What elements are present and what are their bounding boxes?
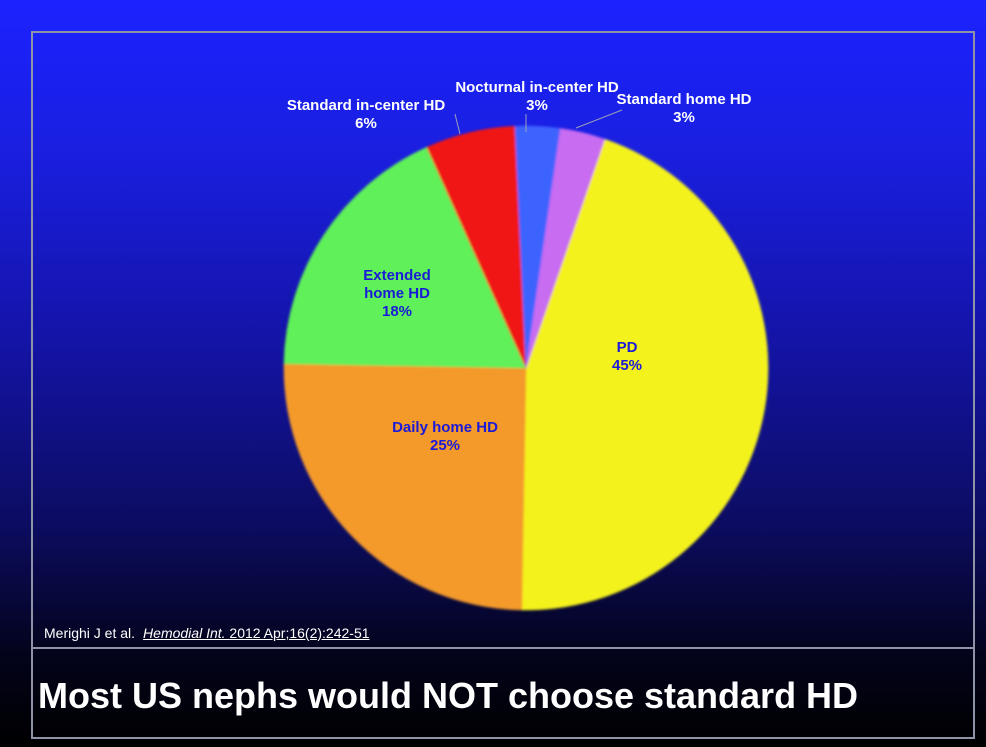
leader-line-standard-home-hd	[575, 109, 623, 129]
slide-frame	[31, 31, 975, 739]
slice-label-standard-home-hd: Standard home HD 3%	[616, 91, 751, 126]
pie-slice-pd	[521, 138, 769, 611]
pie-slice-standard-home-hd	[525, 128, 606, 369]
slide-title: Most US nephs would NOT choose standard …	[38, 675, 859, 716]
citation-reference: 2012 Apr;16(2):242-51	[225, 625, 370, 641]
pie-slice-daily-home-hd	[283, 363, 527, 611]
leader-line-standard-in-center-hd	[454, 113, 461, 135]
citation-authors: Merighi J et al.	[44, 625, 136, 641]
slice-label-extended-home-hd: Extended home HD 18%	[363, 267, 431, 320]
slice-label-standard-in-center-hd: Standard in-center HD 6%	[287, 97, 446, 132]
citation-journal[interactable]: Hemodial Int.	[143, 625, 226, 641]
citation: Merighi J et al. Hemodial Int. 2012 Apr;1…	[44, 625, 370, 641]
slice-label-daily-home-hd: Daily home HD 25%	[392, 419, 498, 454]
slice-label-pd: PD 45%	[612, 339, 642, 374]
title-divider	[31, 647, 975, 649]
slice-label-nocturnal-in-center-hd: Nocturnal in-center HD 3%	[455, 79, 619, 114]
pie-slice-extended-home-hd	[283, 146, 527, 369]
